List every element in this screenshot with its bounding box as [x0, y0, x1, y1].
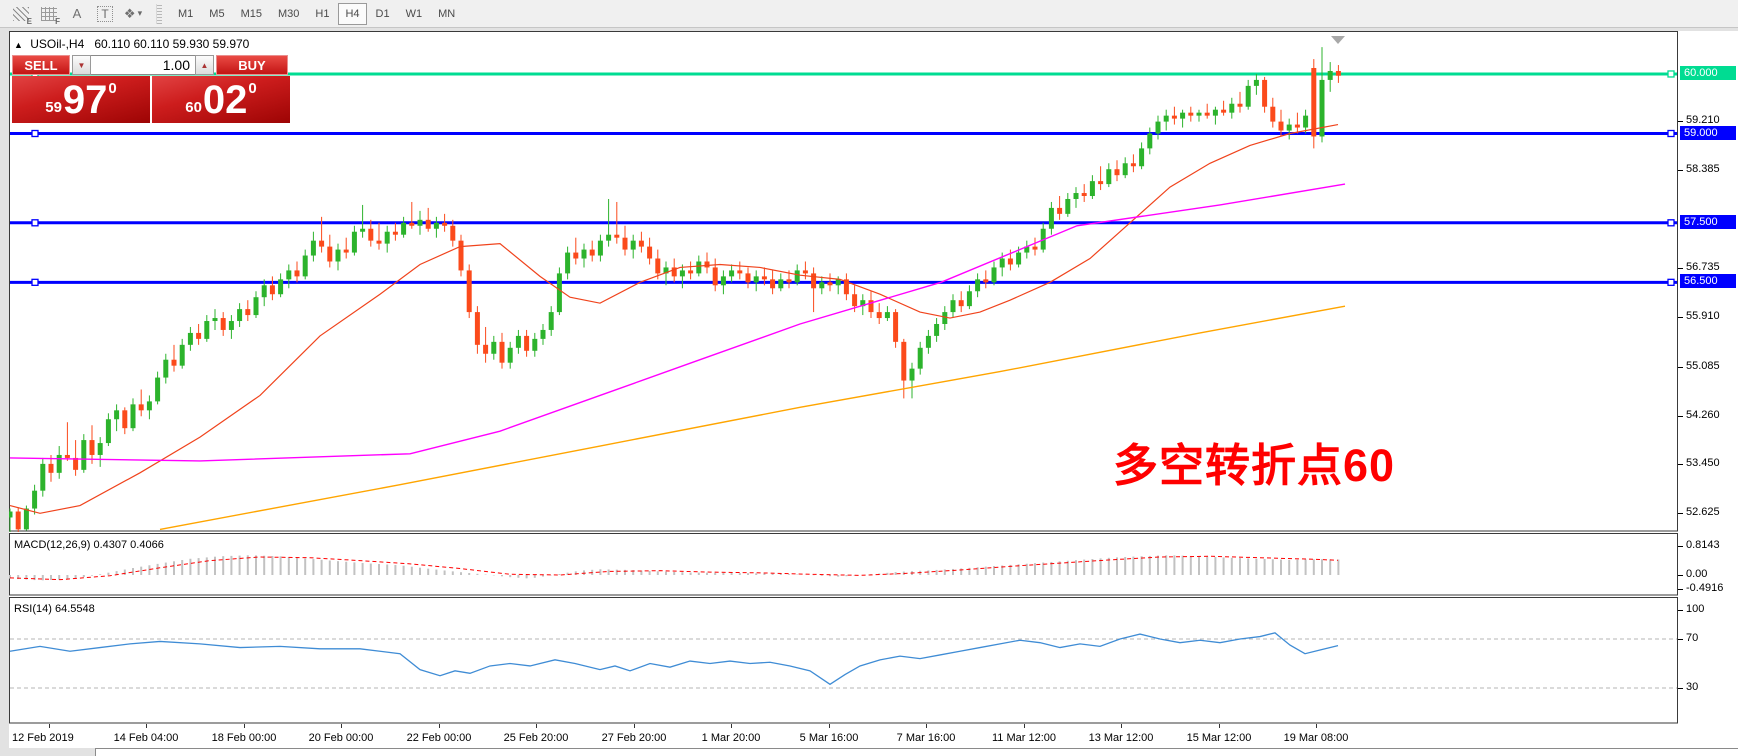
rsi-indicator-pane[interactable]	[9, 597, 1678, 724]
grid-tool-icon[interactable]: F	[38, 4, 60, 26]
tab-m15[interactable]: M15	[234, 3, 269, 25]
candlestick-series	[9, 47, 1341, 532]
tab-h4-active[interactable]: H4	[338, 2, 367, 25]
volume-input[interactable]	[91, 55, 195, 75]
volume-increase-button[interactable]: ▲	[195, 55, 214, 75]
volume-decrease-button[interactable]: ▼	[72, 55, 91, 75]
bid-ask-tiles: 59 97 0 60 02 0	[12, 76, 290, 123]
one-click-trading-panel: SELL ▼ ▲ BUY 59 97 0 60 02 0	[12, 55, 290, 124]
rsi-line	[9, 632, 1339, 686]
macd-signal-line	[9, 555, 1339, 581]
sell-price-tile[interactable]: 59 97 0	[12, 76, 150, 123]
line-handle	[1667, 219, 1675, 227]
tab-w1[interactable]: W1	[399, 3, 430, 25]
text-a-glyph: A	[72, 6, 82, 21]
shapes-glyph: ❖	[123, 5, 136, 21]
chart-window-background	[9, 31, 1738, 748]
symbol-period-label: USOil-,H4	[30, 37, 85, 51]
line-handle	[1667, 70, 1675, 78]
line-handle	[1667, 129, 1675, 138]
sell-button[interactable]: SELL	[12, 55, 70, 75]
tab-m30[interactable]: M30	[271, 3, 306, 25]
collapse-quote-icon[interactable]: ▲	[14, 40, 23, 50]
rsi-indicator-label: RSI(14) 64.5548	[14, 603, 95, 615]
macd-indicator-pane[interactable]	[9, 533, 1678, 596]
tool-sublabel: E	[26, 16, 32, 26]
main-price-chart[interactable]	[9, 31, 1678, 532]
chart-text-annotation[interactable]: 多空转折点60	[1113, 440, 1396, 491]
tab-h1[interactable]: H1	[308, 3, 336, 25]
macd-histogram	[9, 555, 1340, 581]
chevron-down-icon: ▾	[137, 8, 143, 18]
text-t-glyph: T	[97, 5, 113, 22]
line-handle	[1667, 278, 1675, 286]
buy-price-big-digits: 02	[202, 77, 248, 122]
hatch-glyph	[13, 6, 29, 21]
buy-price-handle: 60	[185, 99, 202, 116]
grid-glyph	[41, 6, 57, 21]
draw-lines-tool-icon[interactable]: E	[10, 4, 32, 26]
top-toolbar: E F A T ❖ ▾ M1 M5 M15 M30 H1 H4 D1 W1 MN	[0, 0, 1738, 28]
tab-m1[interactable]: M1	[171, 3, 200, 25]
sell-price-big-digits: 97	[62, 77, 108, 122]
buy-button[interactable]: BUY	[216, 55, 288, 75]
tab-m5[interactable]: M5	[202, 3, 231, 25]
chart-title: ▲ USOil-,H4 60.110 60.110 59.930 59.970	[14, 37, 249, 51]
tool-sublabel: F	[55, 16, 60, 26]
shapes-tool-icon[interactable]: ❖ ▾	[122, 4, 144, 24]
buy-price-tile[interactable]: 60 02 0	[152, 76, 290, 123]
macd-indicator-label: MACD(12,26,9) 0.4307 0.4066	[14, 539, 164, 551]
ma-mid	[9, 183, 1346, 462]
ma-fast	[9, 123, 1339, 514]
buy-price-pip: 0	[248, 80, 257, 97]
text-tool-icon[interactable]: A	[66, 4, 88, 24]
sell-price-handle: 59	[45, 99, 62, 116]
ma-slow	[159, 305, 1346, 531]
toolbar-grip[interactable]	[156, 3, 162, 24]
chart-shift-marker	[1331, 36, 1345, 44]
tab-mn[interactable]: MN	[431, 3, 462, 25]
docked-panel-edge[interactable]	[95, 748, 1738, 756]
line-handle	[31, 278, 39, 286]
tab-d1[interactable]: D1	[369, 3, 397, 25]
ohlc-quote-label: 60.110 60.110 59.930 59.970	[94, 37, 250, 51]
line-handle	[31, 219, 39, 227]
trade-controls-row: SELL ▼ ▲ BUY	[12, 55, 290, 75]
text-box-tool-icon[interactable]: T	[94, 4, 116, 24]
line-handle	[31, 129, 39, 138]
sell-price-pip: 0	[108, 80, 117, 97]
